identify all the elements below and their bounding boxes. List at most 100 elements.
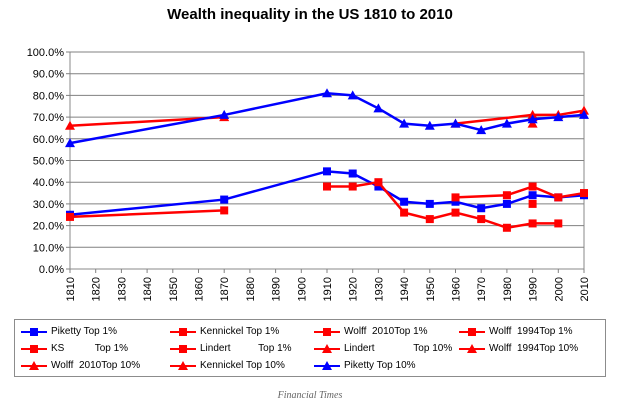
y-tick-label: 80.0% (33, 90, 64, 102)
data-point-lindert-top-10 (65, 120, 75, 130)
legend-swatch (21, 361, 47, 370)
x-tick-label: 1880 (245, 277, 257, 301)
x-tick-label: 1840 (142, 277, 154, 301)
legend-swatch (170, 345, 196, 353)
data-point-piketty-top-10 (65, 138, 75, 148)
y-tick-label: 20.0% (33, 221, 64, 233)
x-tick-label: 1980 (502, 277, 514, 301)
series-line-wolff-2010top-1 (327, 180, 559, 230)
x-tick-label: 1830 (116, 277, 128, 301)
legend-item-wolff-2010top-1: Wolff 2010Top 1% (312, 324, 457, 340)
data-point-wolff-2010top-1 (528, 219, 537, 228)
legend-item-lindert-top-10: Lindert Top 10% (312, 341, 457, 357)
data-point-wolff-2010top-1 (554, 219, 563, 228)
legend-item-wolff-2010top-10: Wolff 2010Top 10% (19, 358, 164, 374)
legend-item-kennickel-top-10: Kennickel Top 10% (168, 358, 313, 374)
data-point-lindert-top-1 (66, 212, 74, 221)
data-point-wolff-1994top-1 (502, 191, 511, 200)
data-point-wolff-2010top-1 (400, 208, 409, 217)
data-point-wolff-2010top-1 (348, 182, 357, 191)
series-line-lindert-top-1 (69, 209, 225, 219)
x-tick-label: 1940 (399, 277, 411, 301)
legend-label: Piketty Top 1% (51, 326, 117, 337)
legend-swatch (459, 328, 485, 336)
legend-item-wolff-1994top-10: Wolff 1994Top 10% (457, 341, 602, 357)
legend-label: Wolff 2010Top 1% (344, 326, 428, 337)
data-point-piketty-top-1 (400, 197, 409, 206)
x-tick-label: 1920 (348, 277, 360, 301)
legend-swatch (170, 328, 196, 336)
legend-swatch (170, 361, 196, 370)
x-tick-label: 1950 (425, 277, 437, 301)
x-tick-label: 1970 (476, 277, 488, 301)
y-tick-label: 10.0% (33, 242, 64, 254)
x-tick-label: 1890 (271, 277, 283, 301)
data-point-piketty-top-1 (220, 195, 229, 204)
legend-label: Wolff 1994Top 1% (489, 326, 573, 337)
source-caption: Financial Times (277, 390, 343, 401)
legend-swatch (314, 328, 340, 336)
data-point-wolff-1994top-1 (528, 182, 537, 191)
legend-swatch (314, 361, 340, 370)
y-tick-label: 40.0% (33, 177, 64, 189)
legend-label: Wolff 2010Top 10% (51, 360, 141, 371)
data-point-piketty-top-10 (322, 88, 332, 98)
legend-label: Kennickel Top 1% (200, 326, 280, 337)
data-point-piketty-top-1 (477, 204, 486, 213)
data-point-lindert-top-1 (220, 206, 229, 215)
x-tick-label: 1850 (168, 277, 180, 301)
legend-item-wolff-1994top-1: Wolff 1994Top 1% (457, 324, 602, 340)
y-tick-label: 30.0% (33, 199, 64, 211)
y-tick-label: 50.0% (33, 156, 64, 168)
data-point-piketty-top-10 (450, 118, 461, 128)
data-point-wolff-2010top-1 (451, 208, 460, 217)
x-tick-label: 1860 (194, 277, 206, 301)
data-point-piketty-top-10 (501, 118, 512, 128)
data-point-piketty-top-10 (347, 90, 358, 100)
x-tick-label: 1900 (296, 277, 308, 301)
x-tick-label: 2010 (579, 277, 591, 301)
y-tick-label: 60.0% (33, 134, 64, 146)
data-point-piketty-top-10 (373, 103, 384, 113)
data-point-piketty-top-10 (579, 109, 589, 119)
x-tick-label: 1990 (528, 277, 540, 301)
legend-swatch (21, 345, 47, 353)
chart-title: Wealth inequality in the US 1810 to 2010 (167, 6, 453, 23)
legend-label: KS Top 1% (51, 343, 129, 354)
legend-item-lindert-top-1: Lindert Top 1% (168, 341, 313, 357)
x-tick-label: 1910 (322, 277, 334, 301)
legend-label: Wolff 1994Top 10% (489, 343, 579, 354)
data-point-wolff-2010top-1 (477, 215, 486, 224)
data-point-piketty-top-1 (528, 191, 537, 200)
legend-swatch (459, 344, 485, 353)
series-line-wolff-1994top-10 (455, 109, 585, 125)
x-tick-label: 1820 (91, 277, 103, 301)
data-point-piketty-top-10 (476, 125, 487, 135)
legend-swatch (314, 344, 340, 353)
y-tick-label: 70.0% (33, 112, 64, 124)
x-tick-label: 2000 (553, 277, 565, 301)
y-tick-label: 0.0% (39, 264, 64, 276)
legend-label: Kennickel Top 10% (200, 360, 285, 371)
data-point-wolff-2010top-1 (502, 223, 511, 232)
legend-item-piketty-top-1: Piketty Top 1% (19, 324, 164, 340)
data-point-wolff-2010top-1 (374, 178, 383, 187)
data-point-wolff-2010top-1 (323, 182, 331, 191)
data-point-piketty-top-1 (425, 199, 434, 208)
data-point-piketty-top-1 (348, 169, 357, 178)
data-point-kennickel-top-1 (528, 199, 537, 208)
data-point-piketty-top-1 (451, 197, 460, 206)
data-point-piketty-top-10 (399, 118, 410, 128)
legend-label: Lindert Top 1% (200, 343, 292, 354)
legend: Piketty Top 1% Kennickel Top 1% Wolff 2010… (14, 319, 606, 377)
data-point-piketty-top-1 (502, 199, 511, 208)
data-point-piketty-top-10 (424, 120, 435, 130)
data-point-wolff-1994top-1 (554, 193, 563, 202)
y-tick-label: 100.0% (27, 47, 65, 59)
legend-swatch (21, 328, 47, 336)
data-point-piketty-top-10 (219, 109, 230, 119)
x-tick-label: 1810 (65, 277, 77, 301)
data-point-wolff-1994top-1 (451, 193, 460, 202)
line-chart: 0.0% 10.0% 20.0% 30.0% 40.0% 50.0% 60.0% 70.0% 8… (27, 47, 591, 301)
legend-label: Lindert Top 10% (344, 343, 453, 354)
